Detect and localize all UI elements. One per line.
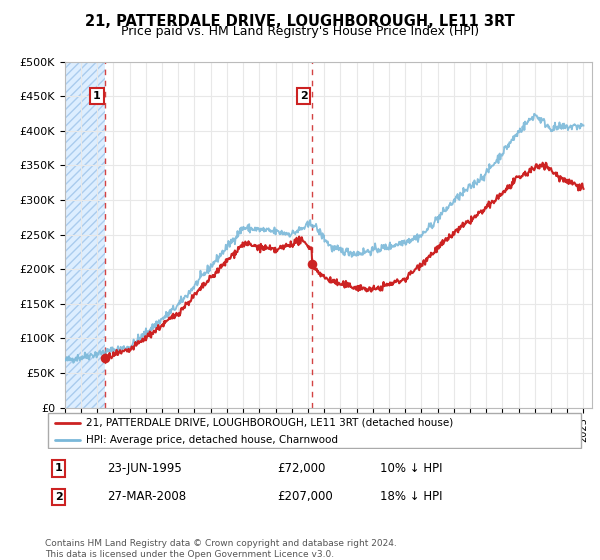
Text: 1: 1 (93, 91, 101, 101)
Text: 21, PATTERDALE DRIVE, LOUGHBOROUGH, LE11 3RT (detached house): 21, PATTERDALE DRIVE, LOUGHBOROUGH, LE11… (86, 418, 453, 427)
Text: 1: 1 (55, 464, 62, 473)
Text: HPI: Average price, detached house, Charnwood: HPI: Average price, detached house, Char… (86, 435, 337, 445)
Text: £72,000: £72,000 (277, 462, 326, 475)
Text: 2: 2 (55, 492, 62, 502)
FancyBboxPatch shape (48, 413, 581, 448)
Text: 2: 2 (300, 91, 308, 101)
Point (100, 353, 110, 362)
Text: 18% ↓ HPI: 18% ↓ HPI (380, 490, 442, 503)
Text: 27-MAR-2008: 27-MAR-2008 (107, 490, 186, 503)
Point (307, 260, 317, 269)
Text: 10% ↓ HPI: 10% ↓ HPI (380, 462, 442, 475)
Text: Contains HM Land Registry data © Crown copyright and database right 2024.
This d: Contains HM Land Registry data © Crown c… (45, 539, 397, 559)
Bar (65, 62, 105, 408)
Text: 23-JUN-1995: 23-JUN-1995 (107, 462, 182, 475)
Text: 21, PATTERDALE DRIVE, LOUGHBOROUGH, LE11 3RT: 21, PATTERDALE DRIVE, LOUGHBOROUGH, LE11… (85, 14, 515, 29)
Text: Price paid vs. HM Land Registry's House Price Index (HPI): Price paid vs. HM Land Registry's House … (121, 25, 479, 38)
Text: £207,000: £207,000 (277, 490, 333, 503)
